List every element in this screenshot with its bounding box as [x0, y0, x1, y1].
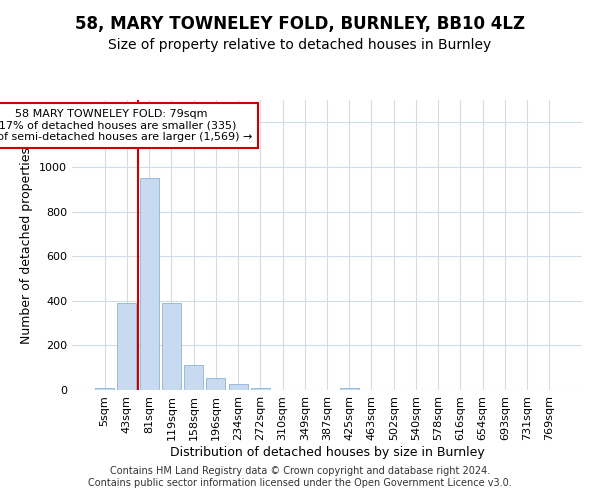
Bar	[340, 388, 359, 390]
X-axis label: Distribution of detached houses by size in Burnley: Distribution of detached houses by size …	[170, 446, 484, 458]
Text: Size of property relative to detached houses in Burnley: Size of property relative to detached ho…	[109, 38, 491, 52]
Y-axis label: Number of detached properties: Number of detached properties	[20, 146, 34, 344]
Bar	[118, 303, 136, 390]
Bar	[206, 378, 225, 390]
Bar	[140, 178, 158, 390]
Bar	[229, 384, 248, 390]
Text: 58, MARY TOWNELEY FOLD, BURNLEY, BB10 4LZ: 58, MARY TOWNELEY FOLD, BURNLEY, BB10 4L…	[75, 15, 525, 33]
Text: 58 MARY TOWNELEY FOLD: 79sqm
← 17% of detached houses are smaller (335)
81% of s: 58 MARY TOWNELEY FOLD: 79sqm ← 17% of de…	[0, 109, 253, 142]
Bar	[95, 388, 114, 390]
Bar	[251, 388, 270, 390]
Bar	[184, 366, 203, 390]
Bar	[162, 303, 181, 390]
Text: Contains HM Land Registry data © Crown copyright and database right 2024.
Contai: Contains HM Land Registry data © Crown c…	[88, 466, 512, 487]
